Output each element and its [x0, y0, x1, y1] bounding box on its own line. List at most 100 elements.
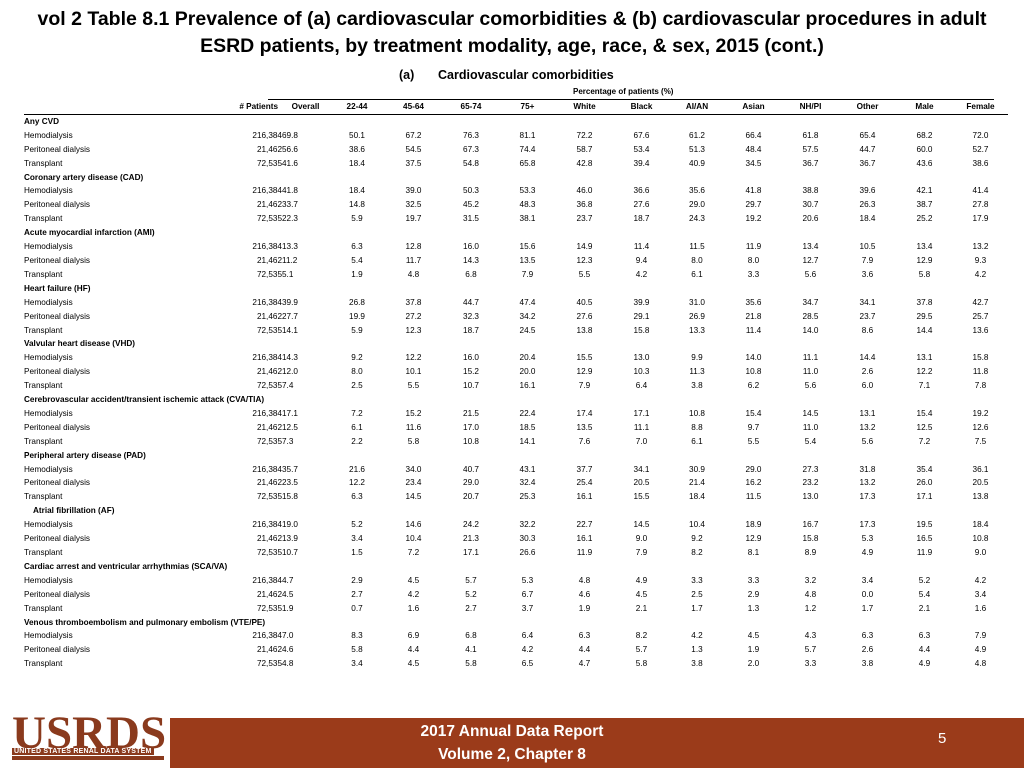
patients-cell: 216,384 — [252, 186, 282, 196]
modality-label: Transplant — [24, 381, 63, 391]
value-cell: 14.9 — [576, 242, 593, 252]
column-header: 22-44 — [346, 102, 368, 111]
footer-line-1: 2017 Annual Data Report — [420, 723, 604, 740]
value-cell: 18.4 — [859, 214, 876, 224]
value-cell: 36.1 — [972, 464, 989, 474]
value-cell: 4.5 — [747, 631, 760, 641]
value-cell: 12.5 — [282, 422, 298, 432]
category-row: Venous thromboembolism and pulmonary emb… — [24, 616, 1008, 630]
category-row: Cerebrovascular accident/transient ische… — [24, 393, 1008, 407]
value-cell: 40.5 — [576, 297, 593, 307]
value-cell: 48.3 — [519, 200, 536, 210]
value-cell: 13.2 — [859, 422, 876, 432]
value-cell: 39.6 — [859, 186, 876, 196]
value-cell: 12.0 — [282, 367, 298, 377]
value-cell: 7.2 — [407, 548, 420, 557]
value-cell: 1.9 — [351, 269, 363, 279]
value-cell: 53.3 — [519, 186, 536, 196]
table-row: Hemodialysis 216,384 35.7 21.6 34.0 40.7 43.1 3… — [24, 463, 1008, 477]
value-cell: 4.5 — [407, 575, 420, 585]
value-cell: 7.6 — [578, 436, 591, 446]
value-cell: 29.1 — [633, 311, 650, 321]
value-cell: 4.8 — [407, 269, 420, 279]
table-row: Peritoneal dialysis 21,462 23.5 12.2 23.4 29.… — [24, 476, 1008, 490]
table-row: Transplant 72,535 5.1 1.9 4.8 6.8 7.9 5.5 4.2 6.1… — [24, 268, 1008, 282]
value-cell: 32.5 — [405, 200, 422, 210]
table-row: Peritoneal dialysis 21,462 11.2 5.4 11.7 14.3… — [24, 254, 1008, 268]
value-cell: 33.7 — [282, 200, 298, 210]
value-cell: 16.1 — [519, 381, 536, 391]
value-cell: 34.1 — [633, 464, 650, 474]
value-cell: 25.3 — [519, 492, 536, 502]
value-cell: 7.9 — [635, 548, 648, 557]
patients-cell: 21,462 — [256, 255, 282, 265]
value-cell: 6.3 — [351, 242, 363, 252]
value-cell: 9.0 — [635, 534, 648, 544]
page-title: vol 2 Table 8.1 Prevalence of (a) cardio… — [0, 6, 1024, 60]
value-cell: 8.0 — [691, 255, 703, 265]
table-row: Peritoneal dialysis 21,462 4.6 5.8 4.4 4.1 4.2… — [24, 643, 1008, 657]
value-cell: 2.2 — [351, 436, 363, 446]
value-cell: 14.3 — [282, 353, 298, 363]
value-cell: 2.7 — [465, 603, 477, 613]
value-cell: 4.8 — [804, 589, 817, 599]
table-row: Transplant 72,535 15.8 6.3 14.5 20.7 25.3 16.1 1… — [24, 490, 1008, 504]
value-cell: 5.8 — [465, 659, 477, 669]
patients-cell: 72,535 — [256, 214, 282, 224]
value-cell: 6.4 — [521, 631, 534, 641]
value-cell: 31.5 — [463, 214, 479, 224]
value-cell: 10.8 — [972, 534, 989, 544]
value-cell: 66.4 — [745, 130, 762, 140]
value-cell: 25.7 — [972, 311, 989, 321]
value-cell: 30.3 — [519, 534, 536, 544]
value-cell: 13.5 — [519, 255, 536, 265]
value-cell: 20.6 — [802, 214, 819, 224]
value-cell: 2.5 — [691, 589, 703, 599]
table-row: Transplant 72,535 22.3 5.9 19.7 31.5 38.1 23.7 1… — [24, 212, 1008, 226]
value-cell: 13.1 — [916, 353, 933, 363]
value-cell: 5.4 — [918, 589, 931, 599]
value-cell: 10.3 — [633, 367, 650, 377]
value-cell: 5.5 — [747, 436, 760, 446]
value-cell: 27.7 — [282, 311, 298, 321]
category-row: Peripheral artery disease (PAD) — [24, 449, 1008, 463]
value-cell: 65.4 — [859, 130, 876, 140]
patients-cell: 216,384 — [252, 575, 282, 585]
value-cell: 8.0 — [747, 255, 760, 265]
value-cell: 27.8 — [972, 200, 989, 210]
value-cell: 4.5 — [635, 589, 648, 599]
value-cell: 29.0 — [745, 464, 762, 474]
table-row: Hemodialysis 216,384 19.0 5.2 14.6 24.2 32.2 22… — [24, 518, 1008, 532]
value-cell: 17.1 — [282, 408, 298, 418]
value-cell: 25.2 — [916, 214, 933, 224]
value-cell: 20.4 — [519, 353, 536, 363]
value-cell: 5.8 — [918, 269, 931, 279]
value-cell: 13.1 — [859, 408, 876, 418]
value-cell: 11.9 — [916, 548, 933, 557]
value-cell: 35.6 — [689, 186, 705, 196]
table-row: Peritoneal dialysis 21,462 56.6 38.6 54.5 67.… — [24, 143, 1008, 157]
value-cell: 18.4 — [972, 520, 989, 530]
value-cell: 15.5 — [633, 492, 650, 502]
patients-cell: 72,535 — [256, 603, 282, 613]
value-cell: 61.2 — [689, 130, 705, 140]
value-cell: 10.4 — [405, 534, 422, 544]
value-cell: 4.7 — [578, 659, 591, 669]
category-label: Cardiac arrest and ventricular arrhythmi… — [24, 561, 228, 571]
value-cell: 7.9 — [861, 255, 874, 265]
value-cell: 4.2 — [521, 645, 534, 655]
value-cell: 7.4 — [282, 381, 294, 391]
value-cell: 46.0 — [576, 186, 593, 196]
table-row: Peritoneal dialysis 21,462 13.9 3.4 10.4 21.3… — [24, 532, 1008, 546]
value-cell: 6.1 — [691, 436, 703, 446]
value-cell: 32.3 — [463, 311, 479, 321]
title-line-2: ESRD patients, by treatment modality, ag… — [200, 35, 824, 57]
value-cell: 4.5 — [407, 659, 420, 669]
value-cell: 35.7 — [282, 464, 298, 474]
modality-label: Peritoneal dialysis — [24, 367, 90, 377]
value-cell: 31.8 — [859, 464, 876, 474]
value-cell: 6.0 — [861, 381, 874, 391]
table-row: Hemodialysis 216,384 41.8 18.4 39.0 50.3 53.3 4… — [24, 184, 1008, 198]
value-cell: 5.4 — [804, 436, 817, 446]
modality-label: Peritoneal dialysis — [24, 422, 90, 432]
